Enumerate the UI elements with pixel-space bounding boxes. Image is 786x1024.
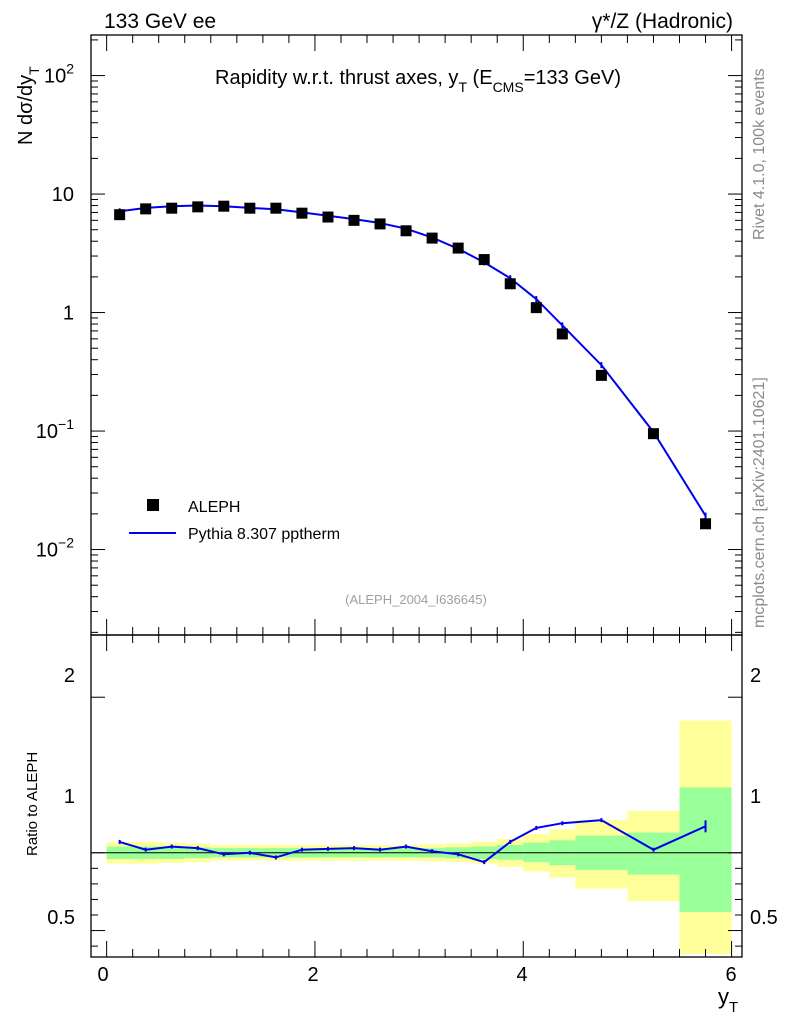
data-point [166, 202, 178, 214]
main-ytick-label: 102 [44, 61, 74, 88]
data-point [452, 242, 464, 254]
ratio-plot-ylabel: Ratio to ALEPH [24, 752, 41, 856]
data-point [192, 201, 204, 213]
ratio-plot-marks [91, 720, 742, 954]
ratio-ytick-label-left: 1 [64, 786, 75, 808]
data-point [647, 428, 659, 440]
xtick-label: 6 [725, 964, 736, 986]
ratio-plot-frame [90, 634, 743, 958]
main-plot-title: Rapidity w.r.t. thrust axes, yT (ECMS=13… [215, 67, 621, 95]
xtick-label: 2 [307, 964, 318, 986]
ratio-ytick-label-right: 1 [750, 786, 761, 808]
data-point [114, 209, 126, 221]
legend-data-marker [147, 499, 159, 511]
data-point [322, 211, 334, 223]
data-point [348, 214, 360, 226]
data-point [374, 218, 386, 230]
data-point [595, 369, 607, 381]
mcplots-site-label: mcplots.cern.ch [arXiv:2401.10621] [751, 377, 768, 628]
header-right-label: γ*/Z (Hadronic) [592, 10, 733, 33]
main-plot-ylabel: N dσ/dyT [15, 66, 42, 145]
ratio-ytick-label-left: 0.5 [47, 907, 75, 929]
data-point [270, 202, 282, 214]
data-point [296, 207, 308, 219]
data-point [140, 203, 152, 215]
data-point [478, 254, 490, 266]
main-ytick-label: 1 [63, 303, 74, 325]
ratio-plot-ticks [91, 635, 742, 957]
data-point [700, 518, 712, 530]
main-ytick-label: 10 [52, 184, 74, 206]
xtick-label: 4 [516, 964, 527, 986]
data-point [244, 202, 256, 214]
ratio-ytick-label-right: 2 [750, 665, 761, 687]
data-point [504, 278, 516, 290]
x-axis-label: yT [718, 984, 738, 1016]
legend: ALEPH Pythia 8.307 pptherm [129, 499, 340, 543]
ratio-inner-band [679, 787, 732, 912]
main-plot-ytick-labels: 102 10 1 10−1 10−2 [36, 61, 74, 562]
main-plot-ticks [91, 35, 742, 635]
ratio-ytick-label-left: 2 [64, 665, 75, 687]
data-point [426, 232, 438, 244]
main-ytick-label: 10−2 [36, 535, 74, 562]
header-left-label: 133 GeV ee [104, 10, 216, 33]
analysis-id-label: (ALEPH_2004_I636645) [345, 592, 487, 607]
mc-line [119, 204, 707, 517]
main-ytick-label: 10−1 [36, 416, 74, 443]
ratio-ytick-label-right: 0.5 [750, 907, 778, 929]
main-plot-marks [114, 200, 712, 530]
ratio-plot: 2 1 0.5 2 1 0.5 Ratio to ALEPH 0 2 4 6 y… [24, 634, 778, 1016]
rivet-events-label: Rivet 4.1.0, 100k events [751, 68, 768, 240]
data-point [530, 302, 542, 314]
xtick-label: 0 [97, 964, 108, 986]
data-point [400, 225, 412, 237]
main-plot: Rapidity w.r.t. thrust axes, yT (ECMS=13… [15, 34, 743, 636]
main-plot-frame [90, 34, 743, 636]
data-point [556, 328, 568, 340]
legend-data-label: ALEPH [188, 499, 240, 516]
data-point [218, 200, 230, 212]
legend-mc-label: Pythia 8.307 pptherm [188, 526, 340, 543]
